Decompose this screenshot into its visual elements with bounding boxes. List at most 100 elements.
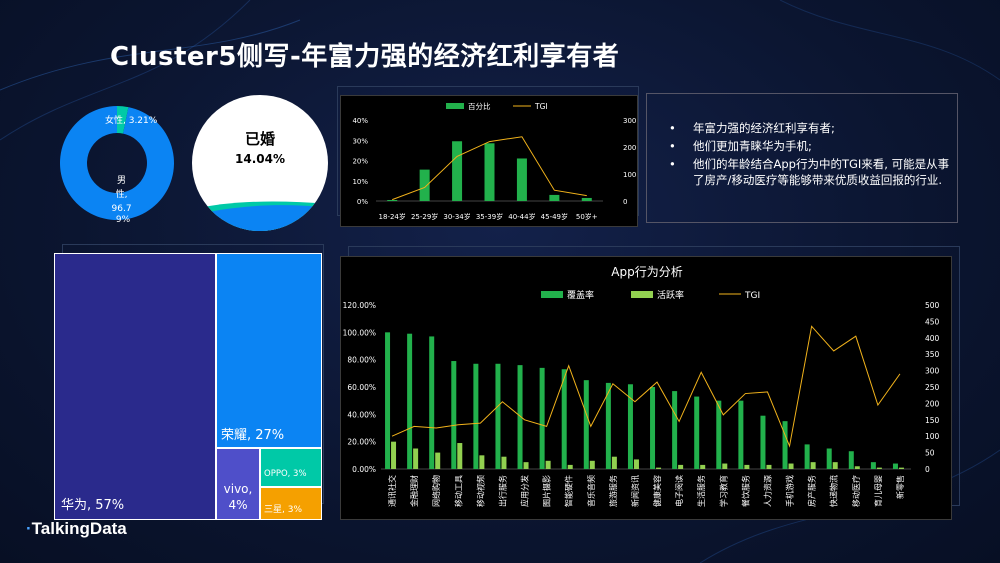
x-tick-label: 育儿母婴 xyxy=(873,475,883,507)
note-item: 他们更加青睐华为手机; xyxy=(665,138,955,154)
active-bar xyxy=(744,464,750,469)
y-right-tick: 400 xyxy=(925,334,940,343)
legend-swatch-active xyxy=(631,291,653,298)
treemap-label: 荣耀, 27% xyxy=(221,428,285,443)
coverage-bar xyxy=(627,384,633,469)
male-label-line: 9% xyxy=(116,215,131,225)
male-label-line: 男 xyxy=(117,175,126,186)
coverage-bar xyxy=(407,333,413,469)
age-chart-panel: 0% 10% 20% 30% 40% 0 100 200 300 18-24岁 25-29岁 30-3… xyxy=(340,95,638,227)
age-bar xyxy=(549,194,560,201)
treemap-label: 三星, 3% xyxy=(264,505,302,515)
x-tick-label: 移动医疗 xyxy=(851,475,861,507)
coverage-bar xyxy=(539,367,545,469)
treemap-cell-vivo: vivo, 4% xyxy=(217,449,259,519)
chart-title: App行为分析 xyxy=(611,265,682,279)
y-left-tick: 120.00% xyxy=(343,301,376,310)
brand-treemap: 华为, 57% 荣耀, 27% vivo, 4% OPPO, 3% 三星, 3% xyxy=(54,253,322,520)
male-label: 男 性, 96.7 9% xyxy=(112,175,135,225)
married-value: 14.04% xyxy=(235,152,285,166)
x-tick-label: 25-29岁 xyxy=(411,212,438,221)
coverage-bar xyxy=(517,365,523,469)
active-bar xyxy=(479,455,485,469)
y-right-tick: 250 xyxy=(925,383,940,392)
coverage-bar xyxy=(473,363,479,469)
x-tick-label: 金融理财 xyxy=(409,475,419,507)
active-bar xyxy=(589,460,595,469)
y-left-tick: 0.00% xyxy=(352,465,376,474)
y-left-tick: 40% xyxy=(352,117,368,125)
age-bar xyxy=(387,199,398,201)
active-bar xyxy=(391,441,397,469)
x-tick-label: 出行服务 xyxy=(497,475,507,507)
active-bar xyxy=(832,462,838,469)
active-bar xyxy=(678,464,684,469)
notes-list: 年富力强的经济红利享有者; 他们更加青睐华为手机; 他们的年龄结合App行为中的… xyxy=(665,120,955,190)
active-bar xyxy=(457,443,463,469)
treemap-label: vivo, 4% xyxy=(223,482,253,512)
y-right-tick: 150 xyxy=(925,416,940,425)
app-behavior-chart: App行为分析 覆盖率 活跃率 TGI 0.00% 20.00% 40.00% 60.… xyxy=(343,265,940,507)
coverage-bar xyxy=(583,380,589,469)
age-bar xyxy=(419,169,430,201)
married-circle-chart: 已婚 14.04% xyxy=(192,95,328,231)
coverage-bar xyxy=(760,415,766,469)
app-chart-panel: App行为分析 覆盖率 活跃率 TGI 0.00% 20.00% 40.00% 60.… xyxy=(340,256,952,520)
coverage-bar xyxy=(451,361,457,469)
donut-slice-male xyxy=(59,106,174,220)
y-right-tick: 0 xyxy=(623,198,627,206)
gender-donut-chart: 女性, 3.21% 男 性, 96.7 9% xyxy=(59,106,174,225)
y-left-tick: 80.00% xyxy=(347,356,376,365)
y-right-tick: 200 xyxy=(925,399,940,408)
x-tick-label: 房产服务 xyxy=(807,475,817,507)
y-left-tick: 60.00% xyxy=(347,383,376,392)
y-right-tick: 200 xyxy=(623,144,636,152)
coverage-bar xyxy=(429,336,435,469)
legend-label: 覆盖率 xyxy=(567,289,594,301)
coverage-bar xyxy=(870,462,876,469)
note-item: 他们的年龄结合App行为中的TGI来看, 可能是从事了房产/移动医疗等能够带来优… xyxy=(665,156,955,188)
x-tick-label: 学习教育 xyxy=(718,475,728,507)
y-right-tick: 100 xyxy=(925,432,940,441)
age-chart: 0% 10% 20% 30% 40% 0 100 200 300 18-24岁 25-29岁 30-3… xyxy=(352,101,636,221)
active-bar xyxy=(722,463,728,469)
y-right-tick: 300 xyxy=(925,367,940,376)
donut-slice-female xyxy=(117,106,129,134)
age-bar xyxy=(581,197,592,201)
x-tick-label: 移动视频 xyxy=(475,475,485,507)
y-left-tick: 20.00% xyxy=(347,438,376,447)
x-tick-label: 应用分发 xyxy=(520,475,530,507)
coverage-bar xyxy=(826,448,832,469)
y-right-tick: 350 xyxy=(925,350,940,359)
x-tick-label: 30-34岁 xyxy=(443,212,470,221)
x-tick-label: 音乐音频 xyxy=(586,475,596,507)
x-tick-label: 通讯社交 xyxy=(387,475,397,507)
coverage-bar xyxy=(804,444,810,469)
legend-swatch-bar xyxy=(446,103,464,109)
x-tick-label: 智能硬件 xyxy=(564,475,574,507)
coverage-bar xyxy=(694,396,700,469)
x-tick-label: 快递物流 xyxy=(829,475,839,507)
brand-logo: ·TalkingData xyxy=(26,519,127,538)
y-left-tick: 0% xyxy=(357,198,368,206)
x-tick-label: 图片摄影 xyxy=(542,475,552,507)
x-tick-label: 新零售 xyxy=(895,475,905,499)
active-bar xyxy=(611,456,617,469)
y-left-tick: 20% xyxy=(352,158,368,166)
y-right-tick: 100 xyxy=(623,171,636,179)
treemap-cell-oppo: OPPO, 3% xyxy=(261,449,321,486)
active-bar xyxy=(700,464,706,469)
tgi-line xyxy=(391,325,901,448)
x-tick-label: 旅游服务 xyxy=(608,475,618,507)
age-bar xyxy=(452,141,463,201)
age-bar xyxy=(484,143,495,201)
age-legend: 百分比 TGI xyxy=(446,101,548,111)
coverage-bar xyxy=(782,421,788,469)
coverage-bar xyxy=(892,463,898,469)
active-bar xyxy=(545,460,551,469)
x-tick-label: 18-24岁 xyxy=(379,212,406,221)
x-tick-label: 生活服务 xyxy=(696,475,706,507)
x-tick-label: 新闻资讯 xyxy=(630,475,640,507)
coverage-bar xyxy=(385,332,391,469)
x-tick-label: 手机游戏 xyxy=(785,475,795,507)
